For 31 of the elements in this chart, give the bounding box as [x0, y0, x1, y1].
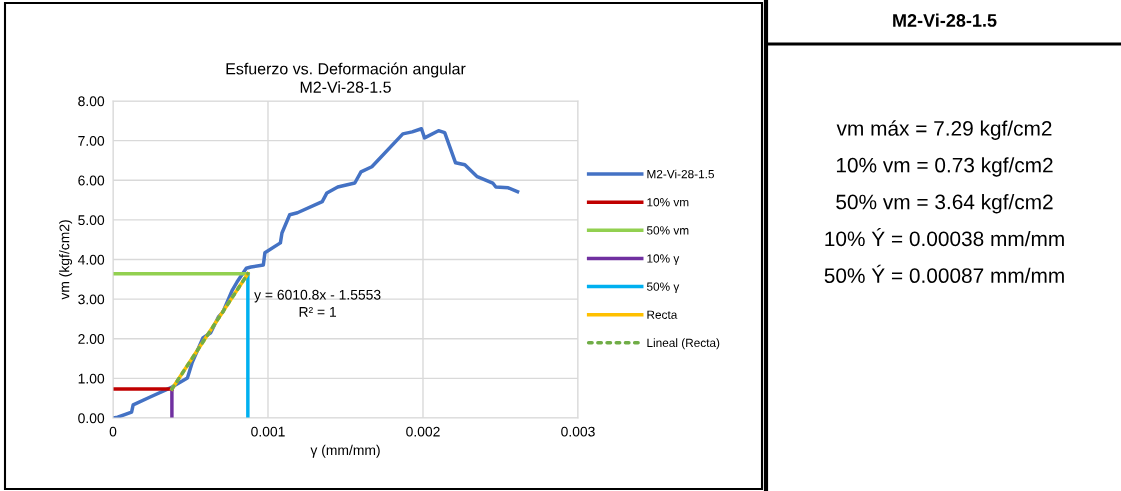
text: vm máx = 7.29 kgf/cm2: [836, 120, 1052, 140]
legend-label: Recta: [647, 310, 678, 319]
text: M2-Vi-28-1.5: [893, 13, 997, 27]
legend-label: 10% vm: [647, 198, 689, 207]
x-tick-label: 0.001: [251, 426, 285, 437]
chart-title: Esfuerzo vs. Deformación angular M2-Vi-28-1.5: [226, 62, 466, 93]
legend-label: 10% γ: [647, 254, 680, 265]
annotation: R² = 1: [299, 307, 337, 317]
y-tick-label: 5.00: [78, 215, 105, 226]
y-axis-title: vm (kgf/cm2): [59, 220, 73, 300]
text: 10% vm = 0.73 kgf/cm2: [836, 157, 1053, 177]
y-tick-label: 0.00: [78, 413, 105, 424]
legend-label: Lineal (Recta): [647, 338, 720, 350]
x-tick-label: 0.002: [406, 426, 440, 437]
y-tick-label: 1.00: [78, 373, 105, 384]
y-tick-label: 4.00: [77, 254, 105, 265]
y-tick-label: 2.00: [78, 334, 105, 344]
x-tick-label: 0.003: [561, 426, 595, 437]
legend-label: 50% γ: [646, 282, 680, 294]
y-tick-label: 3.00: [78, 294, 105, 305]
x-tick-label: 0: [109, 426, 117, 437]
legend-label: 50% vm: [646, 226, 689, 235]
legend-label: M2-Vi-28-1.5: [647, 169, 714, 179]
x-axis-title: γ (mm/mm): [310, 444, 380, 458]
text: 10% Ý = 0.00038 mm/mm: [825, 227, 1064, 247]
y-tick-label: 8.00: [78, 96, 105, 107]
y-tick-label: 7.00: [78, 135, 105, 146]
text: 50% Ý = 0.00087 mm/mm: [824, 264, 1064, 284]
y-tick-label: 6.00: [78, 175, 105, 186]
text: 50% vm = 3.64 kgf/cm2: [836, 194, 1053, 214]
annotation: y = 6010.8x - 1.5553: [254, 289, 381, 303]
